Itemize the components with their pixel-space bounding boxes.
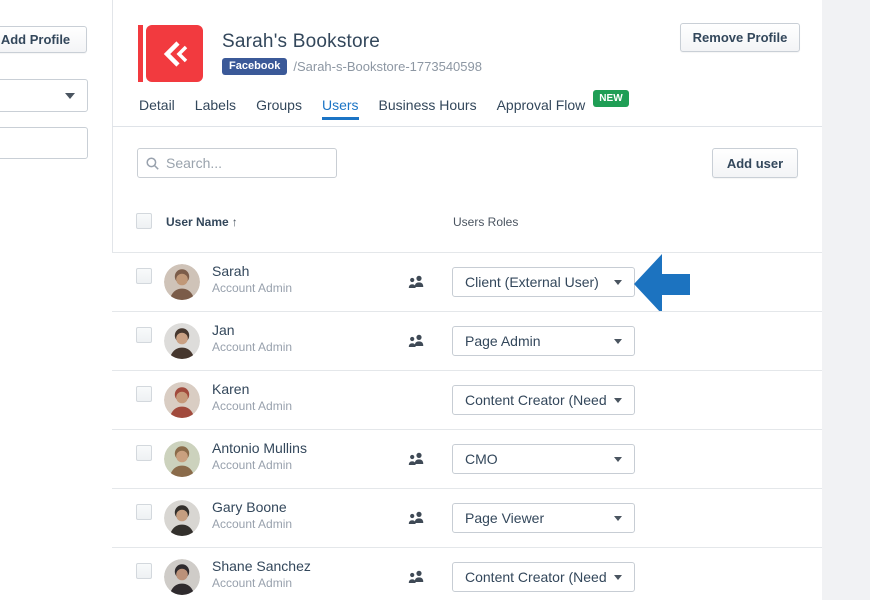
user-role-dropdown[interactable]: Client (External User) [452, 267, 635, 297]
user-account-role: Account Admin [212, 340, 293, 354]
user-name: Shane Sanchez [212, 558, 311, 574]
user-account-role: Account Admin [212, 576, 293, 590]
table-row: Sarah Account Admin Client (External User) [112, 252, 822, 314]
users-group-icon [408, 452, 425, 471]
avatar [164, 323, 200, 359]
chevron-down-icon [614, 397, 622, 403]
tab-business-hours[interactable]: Business Hours [379, 97, 477, 120]
sidebar-field[interactable] [0, 127, 88, 159]
row-checkbox[interactable] [136, 268, 152, 284]
table-row: Karen Account Admin Content Creator (Need.… [112, 370, 822, 429]
page-background-gutter [822, 0, 870, 600]
tab-groups[interactable]: Groups [256, 97, 302, 120]
tab-label: Business Hours [378, 97, 477, 113]
select-all-checkbox[interactable] [136, 213, 152, 229]
tab-label: Detail [139, 97, 175, 113]
kontentino-logo [146, 25, 203, 82]
avatar [164, 264, 200, 300]
users-group-icon [408, 570, 425, 589]
user-role-value: Page Viewer [465, 510, 545, 526]
new-feature-badge: NEW [593, 90, 629, 107]
user-role-dropdown[interactable]: Content Creator (Need... [452, 385, 635, 415]
add-user-button[interactable]: Add user [712, 148, 798, 178]
brand-accent-bar [138, 25, 143, 82]
chevron-down-icon [614, 338, 622, 344]
search-input[interactable] [166, 155, 328, 171]
chevron-down-icon [65, 93, 75, 99]
user-role-value: CMO [465, 451, 498, 467]
tab-label: Labels [194, 97, 237, 113]
sort-ascending-icon: ↑ [231, 215, 238, 229]
user-name: Karen [212, 381, 250, 397]
avatar [164, 500, 200, 536]
tab-labels[interactable]: Labels [195, 97, 236, 120]
row-checkbox[interactable] [136, 445, 152, 461]
profile-slug: /Sarah-s-Bookstore-1773540598 [293, 59, 482, 74]
chevron-down-icon [614, 515, 622, 521]
avatar [164, 441, 200, 477]
user-account-role: Account Admin [212, 517, 293, 531]
page-title: Sarah's Bookstore [222, 31, 381, 52]
row-checkbox[interactable] [136, 504, 152, 520]
annotation-arrow-left-icon [634, 254, 691, 319]
avatar [164, 559, 200, 595]
column-header-user-name-label: User Name [166, 215, 229, 229]
user-role-dropdown[interactable]: Page Viewer [452, 503, 635, 533]
user-name: Jan [212, 322, 235, 338]
tab-label: Approval Flow [496, 97, 586, 113]
user-name: Antonio Mullins [212, 440, 307, 456]
tab-detail[interactable]: Detail [139, 97, 175, 120]
user-role-value: Content Creator (Need... [465, 569, 606, 585]
search-box[interactable] [137, 148, 337, 178]
user-name: Gary Boone [212, 499, 287, 515]
chevron-down-icon [614, 279, 622, 285]
column-header-users-roles: Users Roles [453, 215, 519, 229]
user-role-dropdown[interactable]: CMO [452, 444, 635, 474]
remove-profile-button[interactable]: Remove Profile [680, 23, 800, 52]
facebook-network-badge: Facebook [222, 58, 288, 75]
avatar [164, 382, 200, 418]
add-profile-button[interactable]: Add Profile [0, 26, 87, 53]
tab-label: Groups [256, 97, 302, 113]
tab-approval-flow[interactable]: Approval Flow NEW [496, 90, 629, 121]
header-divider [112, 126, 822, 127]
tab-users[interactable]: Users [321, 97, 359, 120]
column-header-user-name[interactable]: User Name ↑ [166, 215, 238, 229]
row-checkbox[interactable] [136, 563, 152, 579]
user-account-role: Account Admin [212, 281, 293, 295]
user-account-role: Account Admin [212, 399, 293, 413]
row-checkbox[interactable] [136, 386, 152, 402]
users-table: Sarah Account Admin Client (External User)… [112, 252, 822, 600]
chevrons-logo-icon [163, 40, 187, 67]
users-group-icon [408, 334, 425, 353]
row-checkbox[interactable] [136, 327, 152, 343]
tab-label: Users [321, 97, 359, 113]
chevron-down-icon [614, 456, 622, 462]
users-group-icon [408, 511, 425, 530]
user-name: Sarah [212, 263, 250, 279]
user-role-value: Content Creator (Need... [465, 392, 606, 408]
profile-meta: Facebook /Sarah-s-Bookstore-1773540598 [222, 58, 482, 75]
table-row: Antonio Mullins Account Admin CMO [112, 429, 822, 488]
user-role-dropdown[interactable]: Page Admin [452, 326, 635, 356]
users-group-icon [408, 275, 425, 294]
user-account-role: Account Admin [212, 458, 293, 472]
user-role-dropdown[interactable]: Content Creator (Need... [452, 562, 635, 592]
table-row: Shane Sanchez Account Admin Content Creato… [112, 547, 822, 600]
table-row: Jan Account Admin Page Admin [112, 311, 822, 370]
chevron-down-icon [614, 574, 622, 580]
table-row: Gary Boone Account Admin Page Viewer [112, 488, 822, 547]
profile-filter-select[interactable] [0, 79, 88, 112]
user-role-value: Client (External User) [465, 274, 599, 290]
search-icon [146, 156, 159, 170]
profile-tabs: Detail Labels Groups Users Business Hours App… [139, 90, 629, 121]
user-role-value: Page Admin [465, 333, 541, 349]
